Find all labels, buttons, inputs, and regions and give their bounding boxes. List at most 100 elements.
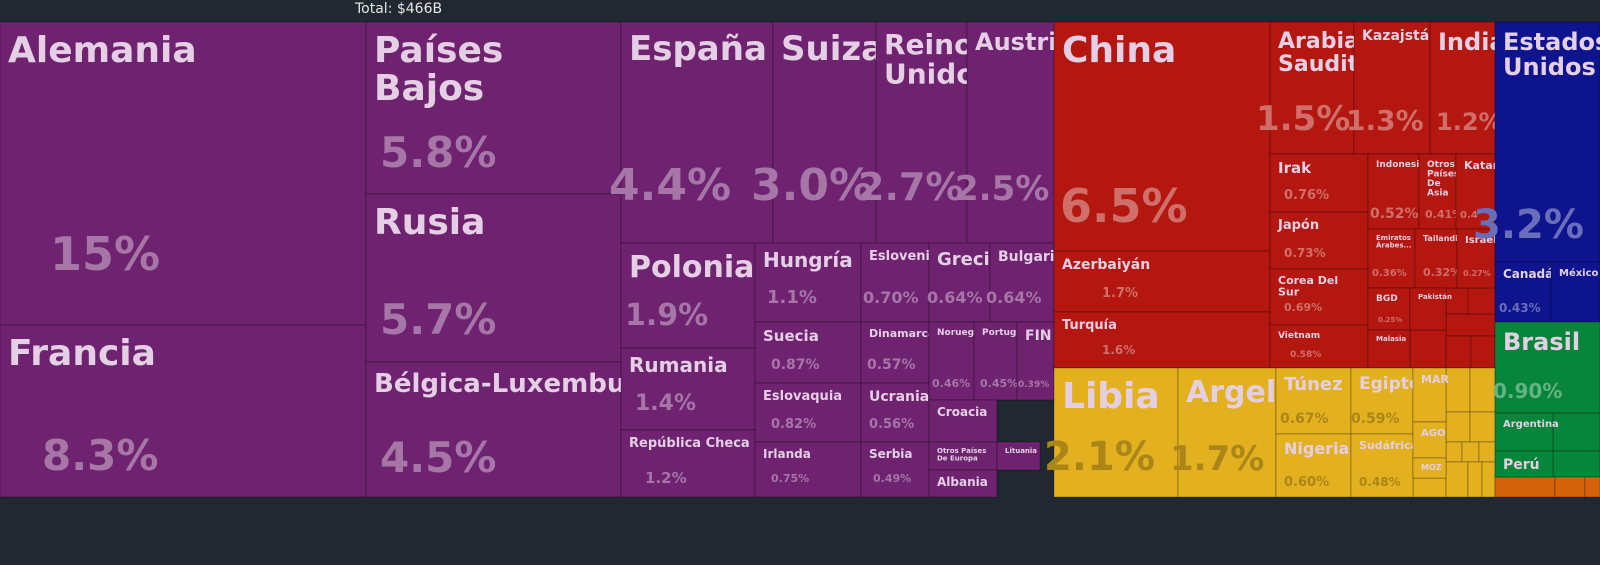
label-albania: Albania: [937, 475, 988, 489]
cell-rusia: Rusia 5.7%: [365, 193, 622, 363]
filler-cell: [1445, 313, 1496, 337]
label-suiza: Suiza: [781, 29, 884, 69]
value-serbia: 0.49%: [873, 472, 911, 485]
value-espana: 4.4%: [609, 160, 731, 211]
cell-rect: [928, 441, 998, 471]
cell-francia: Francia 8.3%: [0, 324, 367, 498]
label-rumania: Rumania: [629, 353, 728, 377]
label-grecia: Grecia: [937, 249, 1002, 270]
cell-canada: Canadá 0.43%: [1494, 261, 1553, 323]
cell-rect: [1269, 153, 1369, 213]
cell-bgd: BGD 0.25%: [1367, 287, 1411, 331]
cell-suecia: Suecia 0.87%: [754, 321, 862, 384]
label-egipto: Egipto: [1359, 374, 1421, 394]
filler-cell: [1445, 441, 1463, 463]
filler-cell: [1478, 441, 1496, 463]
label-paises-bajos: Países Bajos: [374, 30, 503, 109]
cell-rect: [1177, 367, 1277, 498]
filler-cell: [1445, 461, 1469, 498]
cell-rect: [860, 441, 930, 498]
filler-cell: [1445, 411, 1471, 443]
value-hungria: 1.1%: [767, 287, 817, 308]
label-israel: Israel: [1465, 235, 1497, 246]
filler-cell: [1467, 287, 1496, 315]
cell-rect: [1550, 261, 1600, 323]
label-canada: Canadá: [1503, 267, 1553, 281]
label-republica-checa: República Checa: [629, 436, 750, 451]
value-fin: 0.39%: [1018, 380, 1049, 390]
value-tailandia: 0.32%: [1423, 266, 1461, 279]
cell-ucrania: Ucrania 0.56%: [860, 382, 930, 443]
cell-rumania: Rumania 1.4%: [620, 347, 756, 431]
value-tunez: 0.67%: [1280, 411, 1329, 427]
value-emiratos-arabes: 0.36%: [1372, 268, 1407, 279]
cell-rect: [1494, 412, 1554, 452]
cell-malasia: Malasia: [1367, 329, 1411, 369]
value-alemania: 15%: [50, 227, 160, 281]
cell-rect: [0, 324, 367, 498]
label-lituania: Lituania: [1005, 447, 1037, 455]
label-indonesia: Indonesia: [1376, 160, 1425, 170]
cell-estados-unidos: Estados Unidos 3.2%: [1473, 21, 1600, 263]
filler-cell: [1552, 412, 1600, 452]
cell-rect: [1414, 228, 1458, 289]
cell-nigeria: Nigeria 0.60%: [1275, 433, 1352, 498]
value-polonia: 1.9%: [625, 298, 708, 333]
value-kazajstan: 1.3%: [1346, 104, 1424, 137]
value-bulgaria: 0.64%: [986, 288, 1042, 307]
cell-bulgaria: Bulgaria 0.64%: [986, 242, 1064, 323]
value-libia: 2.1%: [1044, 434, 1155, 480]
cell-rect: [1409, 287, 1447, 331]
cell-rect: [860, 242, 930, 323]
cell-suiza: Suiza 3.0%: [751, 21, 884, 244]
cell-rect: [772, 21, 877, 244]
cell-peru: Perú: [1494, 450, 1554, 478]
cell-rect: [1053, 367, 1179, 498]
label-malasia: Malasia: [1376, 335, 1406, 343]
cell-mar: MAR: [1412, 367, 1449, 423]
cell-rect: [928, 242, 991, 323]
label-mexico: México: [1559, 267, 1599, 279]
filler-cell: [1494, 476, 1556, 498]
label-sudafrica: Sudáfrica: [1359, 439, 1418, 452]
cell-tailandia: Tailandia 0.32%: [1414, 228, 1463, 289]
label-hungria: Hungría: [763, 248, 853, 272]
label-dinamarca: Dinamarca: [869, 327, 935, 340]
value-brasil: 0.90%: [1493, 379, 1562, 403]
label-pakistan: Pakistán: [1418, 293, 1452, 301]
label-irlanda: Irlanda: [763, 447, 811, 461]
cell-pakistan: Pakistán: [1409, 287, 1452, 331]
cell-rect: [928, 399, 998, 443]
cell-egipto: Egipto 0.59%: [1350, 367, 1421, 435]
label-india: India: [1438, 28, 1506, 56]
value-austria: 2.5%: [955, 169, 1049, 209]
cell-rect: [1494, 261, 1552, 323]
filler-cell: [1554, 476, 1586, 498]
cell-libia: Libia 2.1%: [1044, 367, 1179, 498]
value-turquia: 1.6%: [1102, 343, 1135, 357]
value-eslovenia: 0.70%: [863, 288, 919, 307]
label-ago: AGO: [1421, 428, 1445, 439]
cell-rect: [1353, 21, 1431, 155]
label-ucrania: Ucrania: [869, 389, 929, 405]
value-vietnam: 0.58%: [1290, 350, 1321, 360]
cell-turquia: Turquía 1.6%: [1053, 311, 1271, 369]
value-belgica-luxemburgo: 4.5%: [380, 433, 496, 482]
value-rumania: 1.4%: [635, 391, 696, 416]
value-grecia: 0.64%: [927, 288, 983, 307]
cell-otros-paises-de-asia: Otros Países De Asia 0.41%: [1418, 153, 1463, 230]
label-croacia: Croacia: [937, 405, 987, 419]
value-dinamarca: 0.57%: [867, 357, 916, 373]
label-noruega: Noruega: [937, 328, 980, 338]
value-suiza: 3.0%: [751, 160, 873, 211]
cell-rect: [754, 441, 862, 498]
label-nigeria: Nigeria: [1284, 439, 1349, 458]
value-israel: 0.27%: [1463, 269, 1491, 278]
label-libia: Libia: [1062, 376, 1160, 417]
value-ucrania: 0.56%: [869, 417, 914, 432]
filler-cell: [1445, 367, 1471, 413]
cell-republica-checa: República Checa 1.2%: [620, 429, 756, 498]
cell-grecia: Grecia 0.64%: [927, 242, 1002, 323]
label-bgd: BGD: [1376, 294, 1398, 304]
